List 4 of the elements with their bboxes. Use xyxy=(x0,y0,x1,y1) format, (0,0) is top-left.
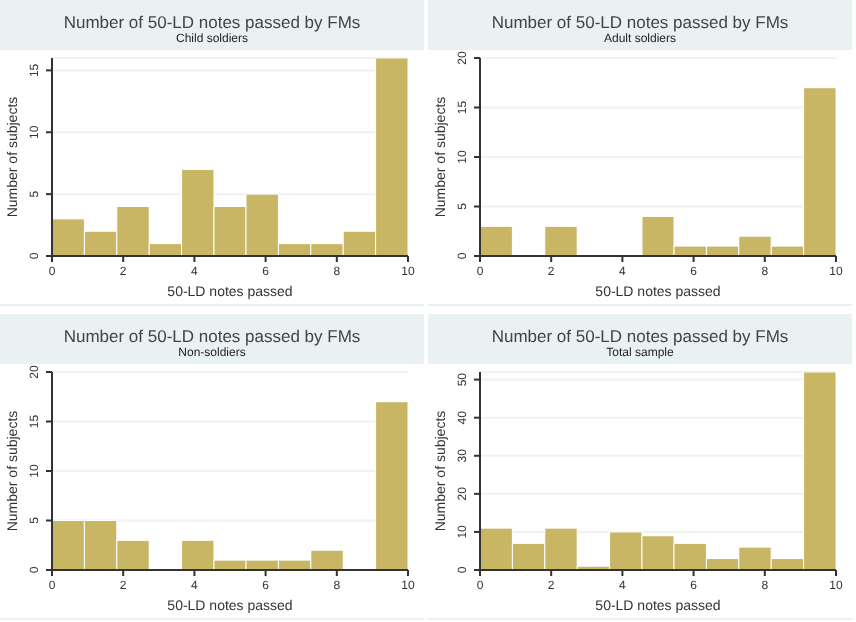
chart-title: Number of 50-LD notes passed by FMs xyxy=(491,12,789,32)
chart-title: Number of 50-LD notes passed by FMs xyxy=(491,325,789,345)
chart-title: Number of 50-LD notes passed by FMs xyxy=(63,12,361,32)
chart-title: Number of 50-LD notes passed by FMs xyxy=(63,325,361,345)
